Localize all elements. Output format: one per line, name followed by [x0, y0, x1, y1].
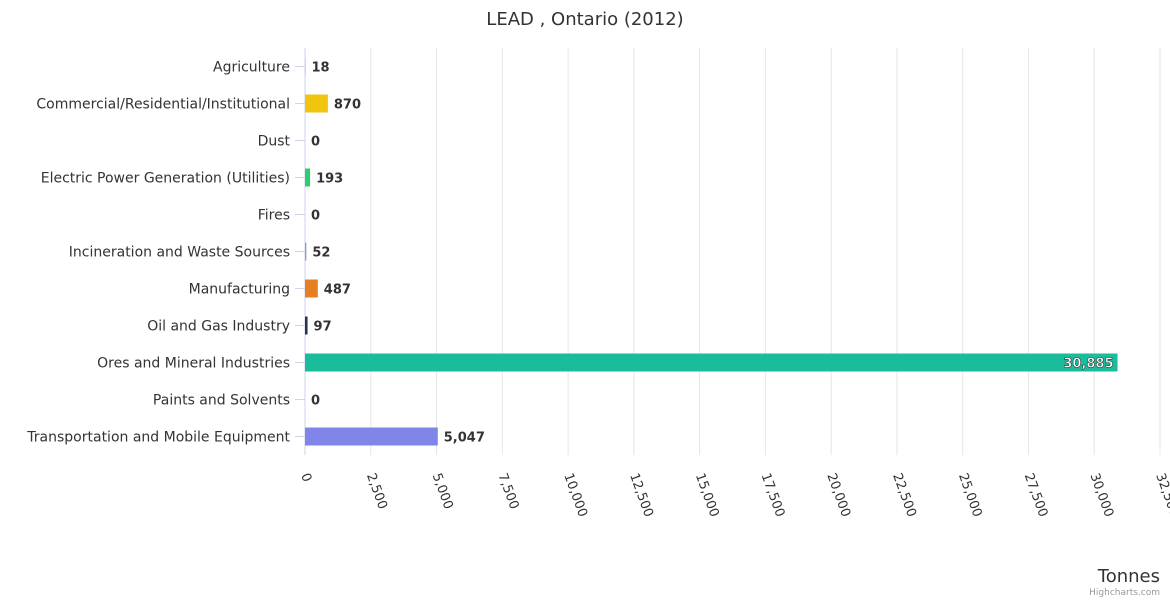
bar[interactable]	[305, 95, 328, 113]
x-tick-label: 12,500	[626, 471, 656, 519]
category-label: Fires	[258, 208, 290, 224]
data-label: 30,885	[1063, 357, 1113, 372]
x-tick-label: 0	[297, 471, 314, 484]
x-axis-title: Tonnes	[1097, 566, 1160, 587]
x-tick-label: 30,000	[1086, 471, 1116, 519]
category-label: Dust	[258, 134, 291, 150]
data-label: 193	[316, 172, 343, 187]
data-label: 870	[334, 98, 361, 113]
data-label: 487	[324, 283, 351, 298]
bar[interactable]	[305, 354, 1118, 372]
category-label: Oil and Gas Industry	[147, 319, 290, 335]
x-tick-label: 2,500	[363, 471, 390, 511]
x-axis-ticks: 0 2,500 5,000 7,500 10,000 12,500 15,000 17,500…	[297, 471, 1170, 519]
category-label: Manufacturing	[189, 282, 290, 298]
bars	[305, 58, 1118, 446]
data-labels: 18 870 0 193 0 52 487 97 30,885 0 5,047	[311, 61, 1114, 446]
x-tick-label: 17,500	[758, 471, 788, 519]
x-tick-label: 15,000	[692, 471, 722, 519]
x-tick-label: 10,000	[560, 471, 590, 519]
bar[interactable]	[305, 243, 306, 261]
bar[interactable]	[305, 169, 310, 187]
chart-title: LEAD , Ontario (2012)	[486, 9, 683, 30]
bar[interactable]	[305, 428, 438, 446]
category-label: Paints and Solvents	[153, 393, 290, 409]
credits-link[interactable]: Highcharts.com	[1089, 588, 1160, 598]
bar[interactable]	[305, 280, 318, 298]
x-tick-label: 22,500	[889, 471, 919, 519]
data-label: 5,047	[444, 431, 485, 446]
x-tick-label: 27,500	[1021, 471, 1051, 519]
y-axis: Agriculture Commercial/Residential/Instit…	[26, 48, 305, 455]
data-label: 18	[311, 61, 329, 76]
data-label: 0	[311, 209, 320, 224]
data-label: 0	[311, 135, 320, 150]
grid-lines	[371, 48, 1160, 455]
data-label: 97	[314, 320, 332, 335]
x-tick-label: 5,000	[429, 471, 456, 511]
category-label: Agriculture	[213, 60, 290, 76]
category-label: Electric Power Generation (Utilities)	[41, 171, 290, 187]
category-label: Incineration and Waste Sources	[69, 245, 290, 261]
data-label: 52	[312, 246, 330, 261]
x-tick-label: 32,500	[1152, 471, 1170, 519]
x-tick-label: 25,000	[955, 471, 985, 519]
x-tick-label: 20,000	[823, 471, 853, 519]
category-label: Commercial/Residential/Institutional	[36, 97, 290, 113]
category-label: Transportation and Mobile Equipment	[26, 430, 290, 446]
data-label: 0	[311, 394, 320, 409]
bar[interactable]	[305, 317, 308, 335]
x-tick-label: 7,500	[495, 471, 522, 511]
category-label: Ores and Mineral Industries	[97, 356, 290, 372]
